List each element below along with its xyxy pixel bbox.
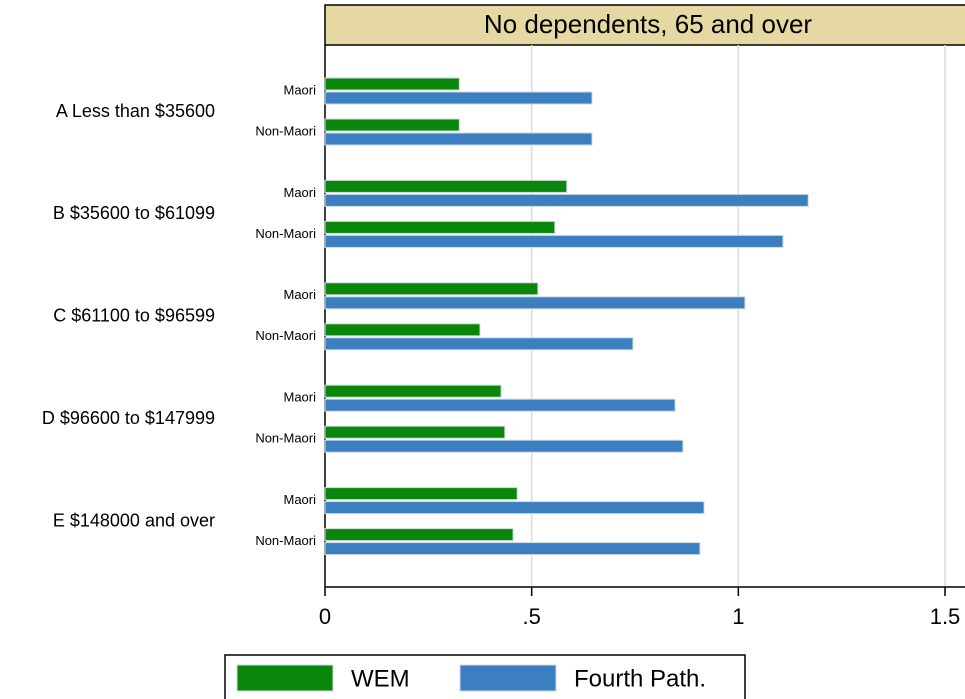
subgroup-label: Non-Maori [255, 328, 316, 343]
legend-swatch [459, 664, 557, 692]
subgroup-label: Non-Maori [255, 123, 316, 138]
bar [324, 323, 481, 337]
bar [324, 193, 809, 207]
bar [324, 384, 502, 398]
bar [324, 91, 593, 105]
legend-label: Fourth Path. [574, 665, 706, 692]
x-tick-label: 0 [319, 604, 331, 629]
legend-swatch [236, 664, 334, 692]
bar [324, 296, 746, 310]
bar [324, 542, 701, 556]
bar [324, 118, 460, 132]
bar [324, 282, 539, 296]
bar [324, 501, 705, 515]
subgroup-label: Maori [283, 492, 316, 507]
subgroup-label: Non-Maori [255, 226, 316, 241]
subgroup-label: Maori [283, 390, 316, 405]
subgroup-label: Non-Maori [255, 533, 316, 548]
group-label: A Less than $35600 [56, 101, 215, 121]
x-tick-label: 1.5 [930, 604, 961, 629]
bar [324, 337, 634, 351]
group-label: E $148000 and over [53, 510, 215, 530]
subgroup-label: Maori [283, 287, 316, 302]
panel-title: No dependents, 65 and over [484, 9, 812, 39]
group-label: D $96600 to $147999 [42, 408, 215, 428]
group-label: B $35600 to $61099 [53, 203, 215, 223]
bar [324, 179, 568, 193]
bar [324, 234, 784, 248]
bar [324, 439, 684, 453]
subgroup-label: Non-Maori [255, 431, 316, 446]
legend-label: WEM [351, 665, 410, 692]
bar [324, 425, 506, 439]
bar [324, 528, 514, 542]
subgroup-label: Maori [283, 82, 316, 97]
x-tick-label: 1 [732, 604, 744, 629]
bar [324, 398, 676, 412]
subgroup-label: Maori [283, 185, 316, 200]
bar [324, 487, 518, 501]
panel-header [324, 4, 965, 46]
bar [324, 220, 556, 234]
group-label: C $61100 to $96599 [53, 306, 215, 326]
bar [324, 77, 460, 91]
bar [324, 132, 593, 146]
x-tick-label: .5 [522, 604, 540, 629]
